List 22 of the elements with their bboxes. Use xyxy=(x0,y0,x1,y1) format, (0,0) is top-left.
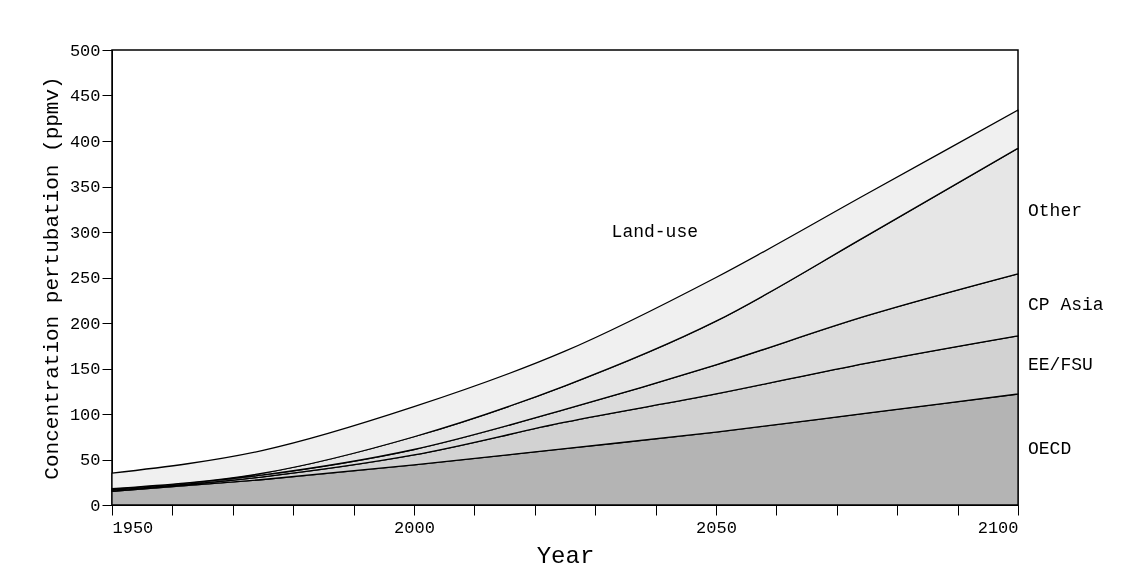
y-tick-label: 350 xyxy=(69,178,101,197)
y-tick-label: 300 xyxy=(69,223,101,243)
text: Land-use xyxy=(611,221,698,242)
series-label: CP Asia xyxy=(1028,294,1104,315)
y-axis-title: Concentration pertubation (ppmv) xyxy=(40,76,64,480)
series-label: Other xyxy=(1028,201,1083,222)
x-axis-title: Year xyxy=(536,542,595,570)
y-tick-label: 150 xyxy=(69,360,101,379)
series-label: EE/FSU xyxy=(1028,354,1093,375)
x-tick-label: 2050 xyxy=(696,518,737,538)
y-tick-label: 50 xyxy=(80,451,101,470)
x-tick-label: 2100 xyxy=(977,518,1019,538)
y-tick-label: 400 xyxy=(69,132,101,152)
series-label: OECD xyxy=(1028,439,1072,460)
y-tick-label: 250 xyxy=(69,269,101,288)
y-tick-label: 0 xyxy=(90,496,101,516)
x-tick-label: 1950 xyxy=(112,518,154,538)
y-tick-label: 200 xyxy=(69,314,101,334)
y-tick-label: 500 xyxy=(69,41,101,61)
y-tick-label: 450 xyxy=(69,87,101,106)
y-tick-label: 100 xyxy=(69,405,101,425)
x-tick-label: 2000 xyxy=(394,518,435,538)
